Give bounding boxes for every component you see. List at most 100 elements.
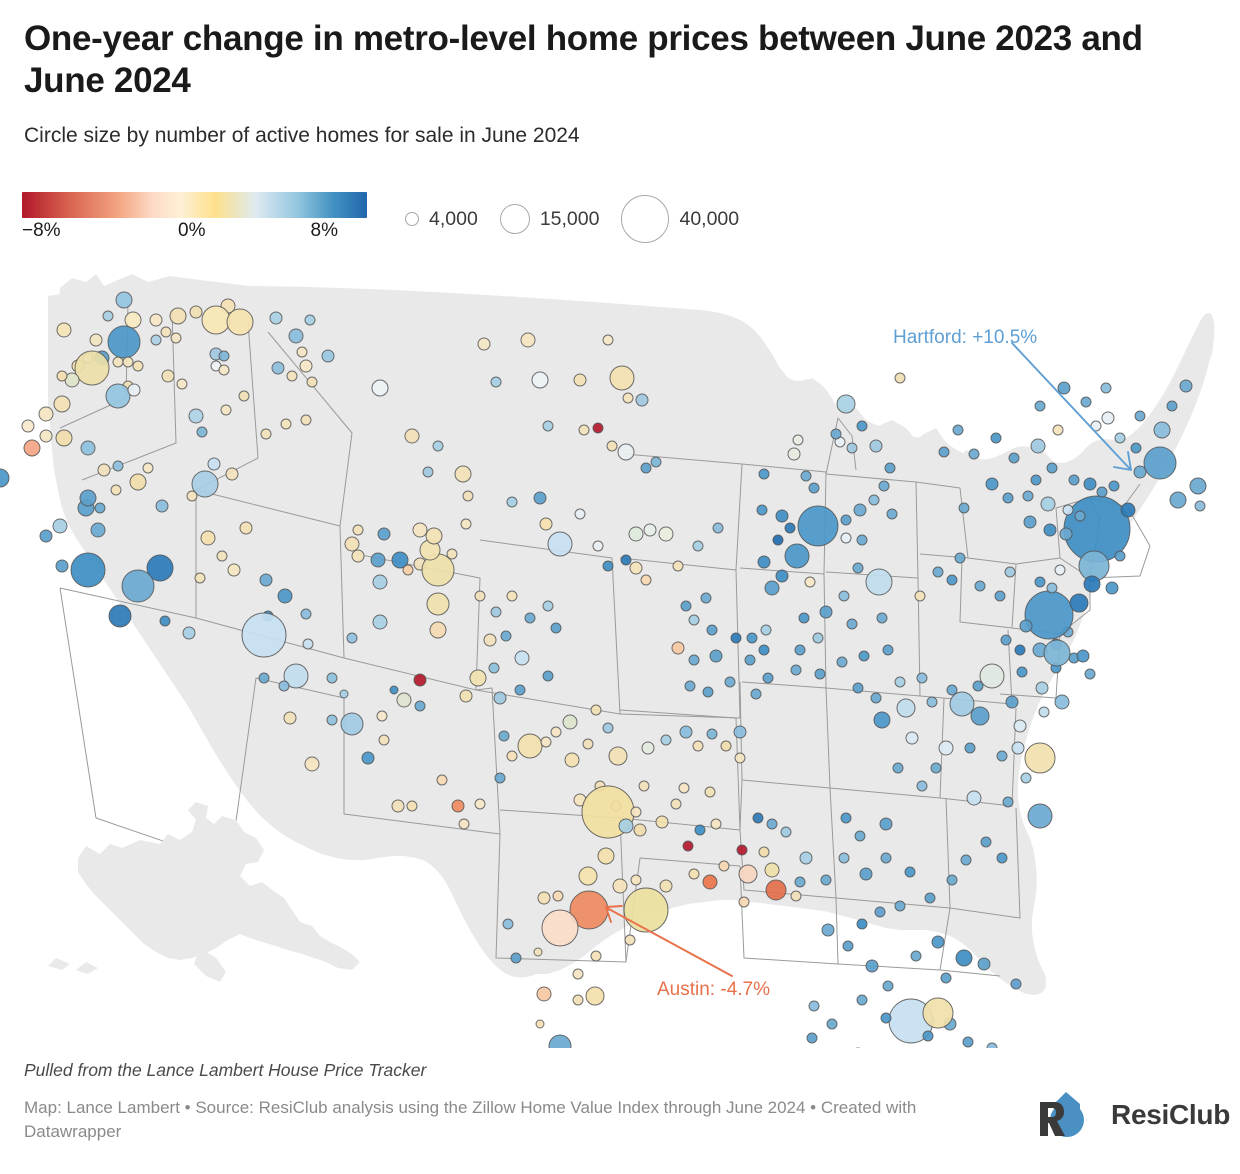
- metro-bubble[interactable]: [533, 491, 547, 505]
- metro-bubble[interactable]: [886, 508, 898, 520]
- metro-bubble[interactable]: [402, 564, 414, 576]
- metro-bubble[interactable]: [671, 641, 685, 655]
- metro-bubble[interactable]: [955, 949, 973, 967]
- metro-bubble[interactable]: [1052, 424, 1064, 436]
- metro-bubble[interactable]: [446, 548, 458, 560]
- metro-bubble[interactable]: [372, 614, 388, 630]
- metro-bubble[interactable]: [996, 852, 1008, 864]
- metro-bubble[interactable]: [752, 812, 764, 824]
- metro-bubble[interactable]: [535, 1019, 545, 1029]
- metro-bubble[interactable]: [678, 782, 690, 794]
- metro-bubble[interactable]: [612, 878, 628, 894]
- metro-bubble[interactable]: [406, 800, 418, 812]
- metro-bubble[interactable]: [1024, 742, 1056, 774]
- metro-bubble[interactable]: [980, 836, 992, 848]
- metro-bubble[interactable]: [112, 356, 124, 368]
- metro-bubble[interactable]: [629, 561, 643, 575]
- metro-bubble[interactable]: [840, 514, 852, 526]
- metro-bubble[interactable]: [52, 518, 68, 534]
- metro-bubble[interactable]: [340, 712, 364, 736]
- metro-bubble[interactable]: [990, 432, 1002, 444]
- metro-bubble[interactable]: [498, 730, 510, 742]
- metro-bubble[interactable]: [1035, 681, 1049, 695]
- metro-bubble[interactable]: [734, 752, 746, 764]
- metro-bubble[interactable]: [552, 890, 564, 902]
- metro-bubble[interactable]: [670, 798, 682, 810]
- metro-bubble[interactable]: [762, 672, 774, 684]
- metro-bubble[interactable]: [572, 968, 584, 980]
- metro-bubble[interactable]: [1034, 576, 1046, 588]
- metro-bubble[interactable]: [542, 600, 554, 612]
- metro-bubble[interactable]: [765, 879, 787, 901]
- metro-bubble[interactable]: [326, 714, 338, 726]
- metro-bubble[interactable]: [550, 726, 562, 738]
- metro-bubble[interactable]: [300, 414, 312, 426]
- metro-bubble[interactable]: [808, 482, 820, 494]
- metro-bubble[interactable]: [679, 725, 693, 739]
- metro-bubble[interactable]: [1080, 396, 1092, 408]
- metro-bubble[interactable]: [1062, 504, 1074, 516]
- metro-bubble[interactable]: [856, 918, 868, 930]
- metro-bubble[interactable]: [858, 650, 870, 662]
- map-container[interactable]: [0, 258, 1240, 1048]
- metro-bubble[interactable]: [799, 851, 813, 865]
- metro-bubble[interactable]: [892, 762, 904, 774]
- metro-bubble[interactable]: [938, 446, 950, 458]
- metro-bubble[interactable]: [1034, 400, 1046, 412]
- metro-bubble[interactable]: [1074, 510, 1086, 522]
- metro-bubble[interactable]: [1076, 649, 1090, 663]
- metro-bubble[interactable]: [780, 826, 792, 838]
- metro-bubble[interactable]: [540, 736, 552, 748]
- metro-bubble[interactable]: [1002, 796, 1014, 808]
- metro-bubble[interactable]: [904, 866, 916, 878]
- metro-bubble[interactable]: [819, 605, 833, 619]
- metro-bubble[interactable]: [938, 740, 954, 756]
- metro-bubble[interactable]: [688, 614, 700, 626]
- metro-bubble[interactable]: [958, 502, 970, 514]
- metro-bubble[interactable]: [931, 935, 945, 949]
- metro-bubble[interactable]: [826, 1018, 838, 1030]
- metro-bubbles[interactable]: [0, 291, 1207, 1048]
- metro-bubble[interactable]: [578, 424, 590, 436]
- metro-bubble[interactable]: [39, 529, 53, 543]
- metro-bubble[interactable]: [879, 817, 893, 831]
- metro-bubble[interactable]: [377, 527, 391, 541]
- metro-bubble[interactable]: [597, 847, 615, 865]
- metro-bubble[interactable]: [856, 534, 868, 546]
- metro-bubble[interactable]: [946, 574, 958, 586]
- metro-bubble[interactable]: [70, 552, 106, 588]
- metro-bubble[interactable]: [764, 580, 780, 596]
- metro-bubble[interactable]: [842, 940, 854, 952]
- metro-bubble[interactable]: [606, 440, 618, 452]
- metro-bubble[interactable]: [79, 489, 97, 507]
- metro-bubble[interactable]: [537, 891, 551, 905]
- metro-bubble[interactable]: [954, 552, 966, 564]
- metro-bubble[interactable]: [1020, 772, 1032, 784]
- metro-bubble[interactable]: [960, 854, 972, 866]
- metro-bubble[interactable]: [304, 756, 320, 772]
- metro-bubble[interactable]: [186, 490, 198, 502]
- metro-bubble[interactable]: [704, 786, 716, 798]
- metro-bubble[interactable]: [1101, 411, 1115, 425]
- metro-bubble[interactable]: [756, 504, 768, 516]
- metro-bubble[interactable]: [949, 691, 975, 717]
- metro-bubble[interactable]: [413, 673, 427, 687]
- metro-bubble[interactable]: [124, 311, 142, 329]
- metro-bubble[interactable]: [1057, 381, 1071, 395]
- metro-bubble[interactable]: [730, 632, 742, 644]
- metro-bubble[interactable]: [856, 420, 868, 432]
- metro-bubble[interactable]: [146, 554, 174, 582]
- us-metro-bubble-map[interactable]: [0, 258, 1240, 1048]
- metro-bubble[interactable]: [870, 692, 882, 704]
- metro-bubble[interactable]: [709, 649, 723, 663]
- metro-bubble[interactable]: [633, 823, 647, 837]
- metro-bubble[interactable]: [1083, 477, 1097, 491]
- metro-bubble[interactable]: [836, 656, 848, 668]
- metro-bubble[interactable]: [758, 468, 770, 480]
- metro-bubble[interactable]: [585, 986, 605, 1006]
- metro-bubble[interactable]: [706, 624, 718, 636]
- metro-bubble[interactable]: [894, 372, 906, 384]
- metro-bubble[interactable]: [910, 950, 922, 962]
- metro-bubble[interactable]: [536, 986, 552, 1002]
- metro-bubble[interactable]: [617, 443, 635, 461]
